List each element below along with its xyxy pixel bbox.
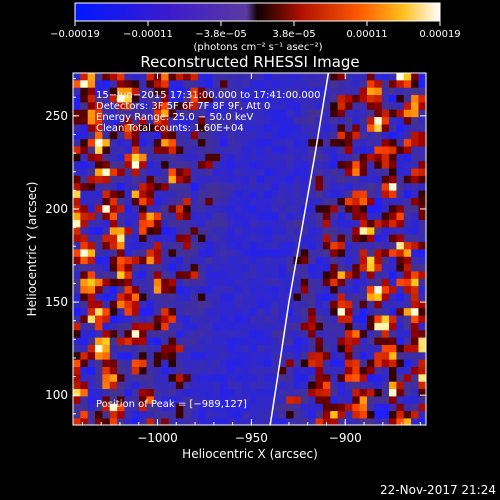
footer-timestamp: 22-Nov-2017 21:24: [380, 483, 496, 497]
info-counts: Clean Total counts: 1.60E+04: [96, 123, 244, 134]
plot-frame: [72, 72, 427, 426]
colorbar-tick-label: 0.00011: [346, 29, 387, 40]
colorbar-tick-label: −0.00019: [50, 29, 100, 40]
colorbar: −0.00019 −0.00011 −3.8e−05 3.8e−05 0.00011 0.…: [50, 2, 461, 53]
info-energy-range: Energy Range: 25.0 − 50.0 keV: [96, 112, 253, 123]
x-tick-label: −950: [235, 431, 268, 445]
info-detectors: Detectors: 3F 5F 6F 7F 8F 9F, Att 0: [96, 101, 270, 112]
colorbar-tick-label: 3.8e−05: [272, 29, 315, 40]
y-tick-label: 150: [45, 295, 68, 309]
solar-limb-line: [269, 73, 330, 425]
y-tick-label: 100: [45, 388, 68, 402]
y-tick-label: 250: [45, 109, 68, 123]
colorbar-tick-label: −3.8e−05: [195, 29, 247, 40]
plot-area: −1000 −950 −900 100 150 200 250 15−Jun−2015 17…: [45, 72, 427, 445]
y-axis-label: Heliocentric Y (arcsec): [25, 182, 39, 317]
x-axis-label: Heliocentric X (arcsec): [182, 447, 318, 461]
info-block: 15−Jun−2015 17:31:00.000 to 17:41:00.000…: [96, 90, 321, 134]
colorbar-unit: (photons cm⁻² s⁻¹ asec⁻²): [193, 42, 322, 53]
chart-title: Reconstructed RHESSI Image: [140, 53, 359, 71]
colorbar-tick-label: 0.00019: [419, 29, 460, 40]
x-tick-label: −1000: [137, 431, 178, 445]
colorbar-scale: [74, 2, 441, 22]
x-tick-label: −900: [329, 431, 362, 445]
peak-position-label: Position of Peak = [−989,127]: [96, 399, 247, 410]
y-tick-label: 200: [45, 202, 68, 216]
colorbar-tick-label: −0.00011: [123, 29, 173, 40]
info-time-range: 15−Jun−2015 17:31:00.000 to 17:41:00.000: [96, 90, 321, 101]
